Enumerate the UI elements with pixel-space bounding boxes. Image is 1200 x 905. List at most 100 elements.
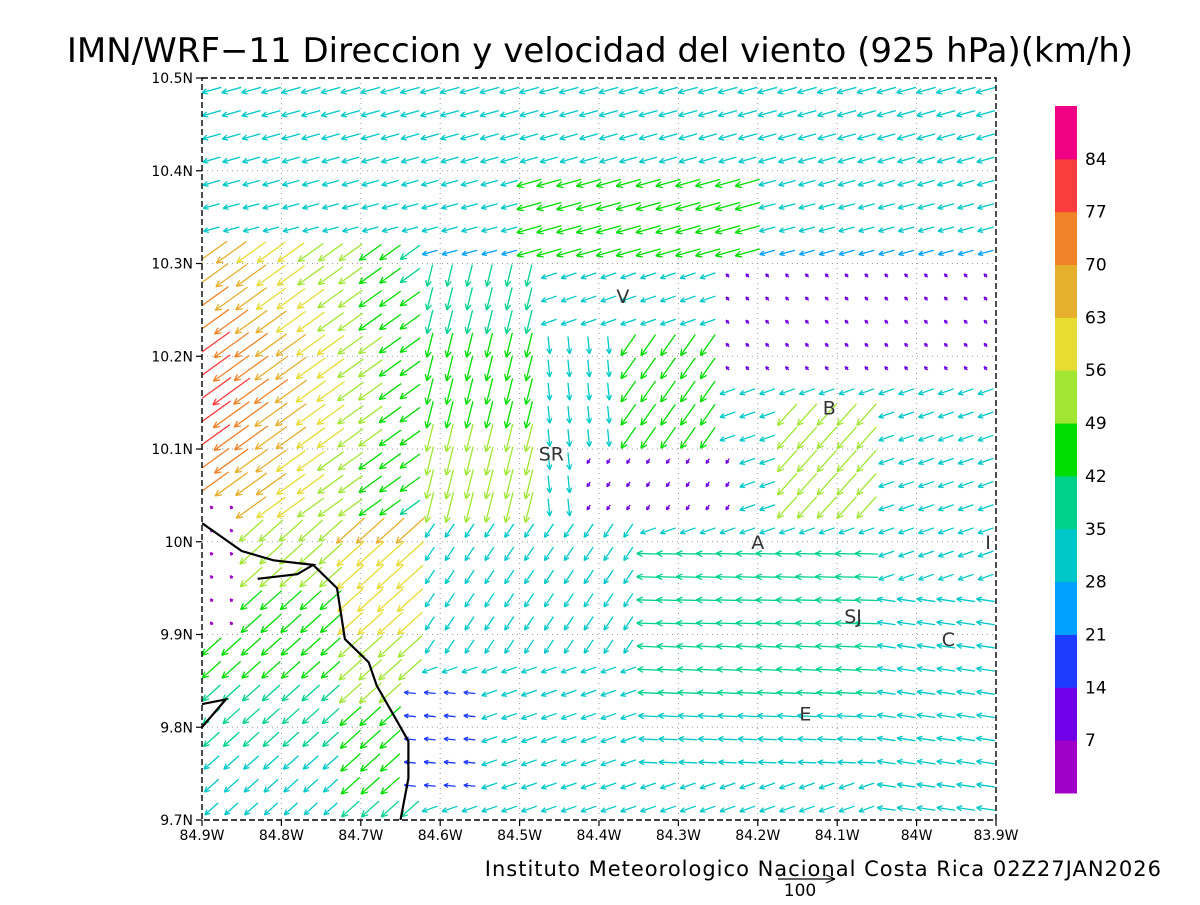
wind-vector-head: [620, 320, 627, 326]
wind-vector: [358, 243, 382, 261]
wind-vector-shaft: [837, 761, 856, 764]
wind-vector-shaft: [635, 178, 661, 187]
wind-vector: [421, 226, 439, 234]
wind-vector-shaft: [916, 714, 936, 719]
wind-vector: [441, 203, 459, 210]
wind-vector-shaft: [878, 226, 895, 233]
wind-vector-head: [337, 370, 345, 379]
wind-vector-head: [936, 689, 943, 696]
wind-vector-head: [758, 180, 765, 187]
wind-vector-shaft: [600, 759, 617, 766]
wind-vector: [918, 504, 935, 512]
wind-vector: [855, 666, 878, 673]
wind-vector: [655, 178, 681, 189]
wind-vector-shaft: [816, 714, 837, 718]
wind-vector: [817, 110, 837, 118]
wind-vector-head: [739, 784, 746, 790]
wind-vector-head: [784, 365, 789, 370]
wind-vector-head: [464, 373, 472, 382]
wind-vector-head: [975, 111, 983, 118]
wind-vector: [937, 504, 954, 512]
wind-vector-shaft: [878, 527, 895, 534]
wind-vector-head: [676, 642, 683, 650]
wind-vector: [878, 527, 895, 535]
wind-vector-head: [444, 397, 452, 405]
wind-vector: [916, 781, 936, 789]
wind-vector-head: [460, 204, 467, 210]
wind-vector-head: [380, 134, 388, 141]
wind-vector-head: [976, 781, 983, 789]
wind-vector: [222, 203, 240, 210]
wind-vector-shaft: [424, 569, 435, 585]
wind-vector-head: [546, 394, 553, 401]
wind-vector-head: [380, 157, 388, 164]
wind-vector-shaft: [421, 666, 438, 674]
wind-vector: [403, 713, 416, 719]
wind-vector: [695, 596, 720, 604]
wind-vector-shaft: [358, 498, 382, 516]
wind-vector-shaft: [295, 357, 326, 380]
wind-vector: [481, 805, 498, 813]
wind-vector: [717, 86, 738, 95]
wind-vector-head: [222, 740, 230, 748]
wind-vector-head: [759, 436, 766, 442]
wind-vector-head: [855, 689, 863, 696]
wind-vector-head: [536, 181, 544, 189]
wind-vector-head: [777, 157, 785, 164]
wind-vector: [818, 388, 835, 396]
wind-vector-shaft: [623, 616, 634, 631]
wind-vector-head: [281, 180, 289, 187]
wind-vector-shaft: [280, 613, 302, 633]
wind-vector-head: [221, 88, 228, 95]
wind-vector-head: [501, 668, 508, 674]
wind-vector: [361, 179, 380, 187]
wind-vector: [620, 318, 637, 326]
wind-vector-head: [484, 531, 490, 538]
wind-vector-head: [838, 250, 845, 257]
wind-vector: [399, 337, 421, 353]
wind-vector-shaft: [547, 452, 551, 470]
wind-vector-head: [824, 342, 829, 347]
wind-vector: [759, 782, 776, 790]
wind-vector-head: [877, 204, 884, 210]
wind-vector-shaft: [361, 133, 380, 140]
wind-vector: [503, 469, 514, 500]
wind-vector: [696, 642, 720, 650]
wind-vector: [600, 782, 617, 790]
wind-vector-shaft: [261, 133, 281, 140]
wind-vector: [759, 504, 776, 512]
wind-vector-shaft: [254, 425, 288, 450]
lat-lon-grid: [202, 78, 996, 820]
wind-vector: [241, 660, 261, 679]
wind-vector: [540, 666, 557, 674]
wind-vector-shaft: [897, 179, 915, 186]
wind-vector: [338, 266, 363, 285]
wind-vector: [836, 403, 857, 427]
wind-vector-head: [280, 648, 289, 656]
wind-vector-head: [202, 88, 209, 95]
wind-vector: [580, 295, 597, 303]
wind-vector: [818, 249, 835, 257]
wind-vector-head: [340, 787, 349, 795]
wind-vector-head: [279, 580, 287, 588]
wind-vector-head: [519, 88, 526, 95]
wind-vector-shaft: [296, 474, 325, 495]
wind-vector-head: [424, 326, 432, 335]
wind-vector-shaft: [898, 226, 915, 233]
wind-vector-head: [655, 181, 663, 189]
wind-vector: [357, 359, 383, 378]
wind-vector-shaft: [677, 714, 698, 718]
wind-vector: [916, 758, 936, 765]
wind-vector-head: [659, 529, 666, 535]
wind-vector-shaft: [877, 690, 896, 695]
wind-vector: [817, 133, 837, 141]
wind-vector-shaft: [559, 156, 578, 163]
wind-vector: [678, 133, 698, 141]
wind-vector-shaft: [796, 473, 818, 496]
wind-vector-shaft: [759, 457, 776, 465]
wind-vector: [603, 546, 614, 562]
wind-vector-head: [838, 529, 845, 535]
wind-vector: [421, 203, 439, 210]
wind-vector: [540, 712, 557, 721]
